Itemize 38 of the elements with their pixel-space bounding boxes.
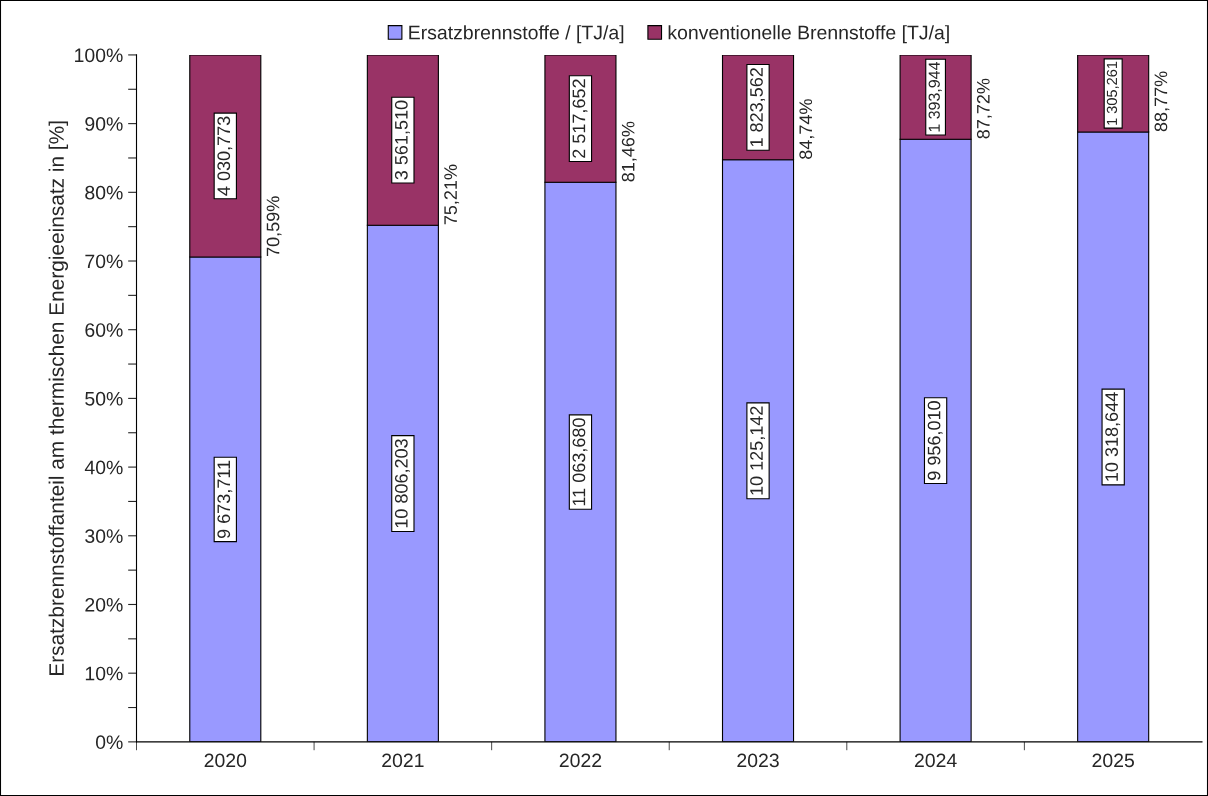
data-label: 1 823,562 <box>750 68 765 147</box>
y-tick-label: 0% <box>95 735 123 750</box>
y-tick-label: 50% <box>85 391 123 406</box>
y-tick-label: 20% <box>85 597 123 612</box>
annotation: 81,46% <box>621 121 637 182</box>
data-label: 1 305,261 <box>1106 61 1119 125</box>
y-tick-label: 40% <box>84 460 123 475</box>
x-tick-label: 2024 <box>914 753 957 768</box>
y-tick-label: 100% <box>75 48 123 63</box>
data-label: 9 956,010 <box>927 401 943 480</box>
annotation: 87,72% <box>976 78 992 139</box>
annotation: 88,77% <box>1154 71 1170 132</box>
y-tick-label: 10% <box>85 666 123 681</box>
x-tick-label: 2020 <box>204 753 247 768</box>
annotation: 70,59% <box>266 196 282 257</box>
y-tick-label: 30% <box>85 529 123 544</box>
data-label: 9 673,711 <box>217 460 233 539</box>
y-axis-title: Ersatzbrennstoffanteil am thermischen Energieeinsatz in [%] <box>48 121 69 675</box>
y-tick-label: 80% <box>85 185 123 200</box>
annotation: 75,21% <box>444 164 460 225</box>
data-label: 1 393,944 <box>928 62 942 132</box>
data-label: 3 561,510 <box>394 100 410 180</box>
data-label: 11 063,680 <box>572 418 588 506</box>
y-tick-label: 70% <box>85 254 123 269</box>
data-label: 10 125,142 <box>750 406 765 495</box>
x-tick-label: 2021 <box>382 753 424 768</box>
data-label: 4 030,773 <box>217 116 233 196</box>
data-label: 10 318,644 <box>1105 392 1121 481</box>
y-tick-label: 90% <box>85 117 123 131</box>
y-tick-label: 60% <box>85 323 123 337</box>
data-label: 10 806,203 <box>394 439 410 528</box>
legend-label: Ersatzbrennstoffe / [TJ/a] <box>409 25 624 44</box>
annotation: 84,74% <box>799 99 815 159</box>
x-tick-label: 2022 <box>559 753 602 768</box>
x-tick-label: 2025 <box>1092 753 1134 768</box>
data-label: 2 517,652 <box>572 79 588 158</box>
legend-label: konventionelle Brennstoffe [TJ/a] <box>668 25 949 44</box>
x-tick-label: 2023 <box>737 753 779 768</box>
